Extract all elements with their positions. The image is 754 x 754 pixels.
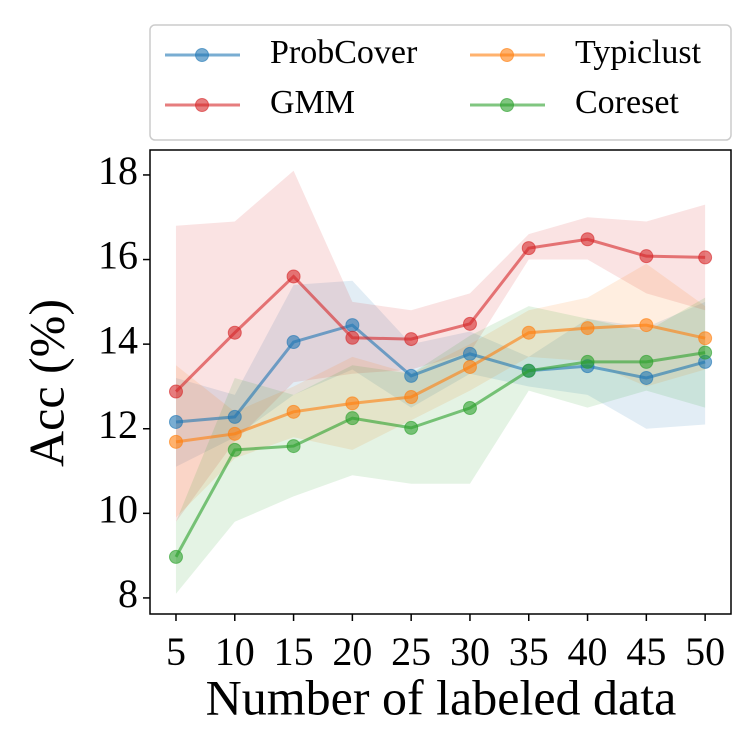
x-tick-label: 10 [215, 629, 255, 674]
confidence-band [175, 280, 706, 467]
data-point [168, 549, 183, 564]
x-tick-label: 5 [166, 629, 186, 674]
x-tick-label: 45 [626, 629, 666, 674]
data-point [227, 325, 242, 340]
series-line [175, 323, 706, 424]
legend-box [149, 24, 732, 141]
y-tick-label: 18 [98, 148, 138, 193]
x-tick-label: 15 [274, 629, 314, 674]
y-tick-label: 14 [98, 317, 138, 362]
x-tick-label: 30 [450, 629, 490, 674]
legend-marker [195, 98, 209, 112]
confidence-band [175, 297, 706, 594]
series-line [175, 323, 706, 444]
data-point [639, 354, 654, 369]
data-point [639, 370, 654, 385]
data-point [168, 434, 183, 449]
data-point [698, 331, 713, 346]
y-tick-label: 8 [118, 571, 138, 616]
data-point [345, 330, 360, 345]
legend-marker [195, 48, 209, 62]
data-point [521, 241, 536, 256]
data-point [286, 439, 301, 454]
data-point [168, 414, 183, 429]
x-tick-label: 25 [391, 629, 431, 674]
data-point [580, 354, 595, 369]
data-point [404, 420, 419, 435]
confidence-band [175, 263, 706, 518]
data-point [462, 316, 477, 331]
data-point [286, 404, 301, 419]
legend-marker [500, 98, 514, 112]
data-point [521, 325, 536, 340]
confidence-band [175, 170, 706, 522]
x-tick-label: 20 [332, 629, 372, 674]
data-point [227, 442, 242, 457]
data-point [227, 409, 242, 424]
y-tick-label: 16 [98, 233, 138, 278]
x-tick-label: 35 [509, 629, 549, 674]
y-tick-label: 12 [98, 402, 138, 447]
data-point [462, 401, 477, 416]
legend-label: ProbCover [270, 34, 418, 71]
data-point [227, 426, 242, 441]
legend-label: GMM [270, 84, 355, 121]
data-point [345, 318, 360, 333]
data-point [698, 250, 713, 265]
data-point [698, 345, 713, 360]
data-point [286, 269, 301, 284]
data-point [462, 346, 477, 361]
x-tick-label: 50 [685, 629, 725, 674]
legend-marker [500, 48, 514, 62]
x-tick-label: 40 [568, 629, 608, 674]
data-point [345, 396, 360, 411]
plot-frame [149, 149, 732, 615]
legend-label: Coreset [575, 84, 679, 121]
data-point [580, 321, 595, 336]
data-point [639, 249, 654, 264]
y-tick-label: 10 [98, 487, 138, 532]
data-point [345, 411, 360, 426]
x-axis-label: Number of labeled data [206, 669, 677, 725]
data-point [286, 335, 301, 350]
data-point [404, 368, 419, 383]
series-line [174, 237, 706, 393]
legend-label: Typiclust [575, 34, 702, 71]
data-point [521, 363, 536, 378]
y-axis-label: Acc (%) [18, 299, 74, 467]
data-point [580, 232, 595, 247]
data-point [462, 359, 477, 374]
series-line [174, 351, 706, 558]
data-point [168, 384, 183, 399]
data-point [404, 332, 419, 347]
data-point [639, 318, 654, 333]
data-point [404, 390, 419, 405]
